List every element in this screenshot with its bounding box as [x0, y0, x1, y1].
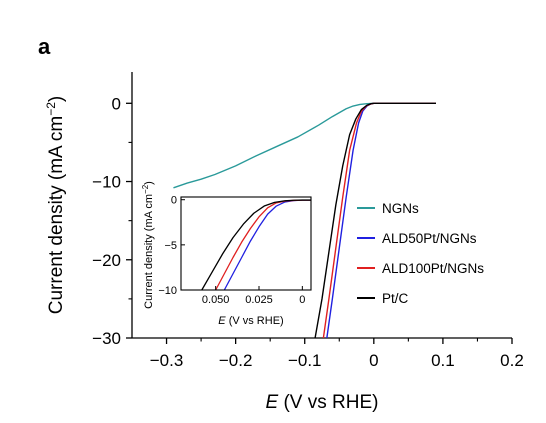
inset-y-axis-title: Current density (mA cm−2): [141, 181, 155, 309]
inset-plot-area: [181, 197, 311, 290]
legend-label-ald50pt-ngns: ALD50Pt/NGNs: [382, 231, 477, 246]
x-tick-label: 0: [369, 351, 378, 370]
inset-ticks: 0.050 0.025 0 0 −5 −10: [158, 195, 305, 306]
legend-label-pt-c: Pt/C: [382, 291, 409, 306]
inset-y-tick-label: −10: [158, 285, 177, 297]
inset-y-tick-label: −5: [164, 240, 177, 252]
inset-frame: [180, 196, 312, 291]
y-tick-label: 0: [112, 94, 121, 113]
inset-y-tick-label: 0: [171, 195, 177, 207]
inset-axes: [180, 196, 312, 291]
y-axis-title: Current density (mA cm−2): [44, 96, 67, 315]
x-tick-label: −0.1: [288, 351, 322, 370]
inset-x-axis-title: E (V vs RHE): [218, 315, 283, 327]
inset-x-tick-label: 0.025: [245, 294, 273, 306]
panel-label: a: [38, 34, 51, 59]
x-tick-label: −0.2: [219, 351, 253, 370]
y-tick-label: −10: [92, 173, 121, 192]
y-tick-label: −30: [92, 329, 121, 348]
series-line-ald100pt-ngns: [322, 102, 436, 339]
y-tick-label: −20: [92, 251, 121, 270]
inset-series-line-pt-c: [201, 199, 311, 291]
inset-x-tick-label: 0.050: [202, 294, 230, 306]
x-tick-label: 0.2: [500, 351, 524, 370]
inset-x-tick-label: 0: [299, 294, 305, 306]
x-axis-title: E (V vs RHE): [266, 392, 379, 413]
legend: NGNs ALD50Pt/NGNs ALD100Pt/NGNs Pt/C: [357, 201, 484, 306]
main-ticks: −0.3 −0.2 −0.1 0 0.1 0.2 0 −10 −20 −30: [92, 94, 524, 370]
legend-label-ald100pt-ngns: ALD100Pt/NGNs: [382, 261, 484, 276]
inset-background: [181, 197, 311, 290]
main-axes: [131, 72, 512, 339]
x-tick-label: −0.3: [150, 351, 184, 370]
main-series: [173, 102, 436, 339]
legend-label-ngns: NGNs: [382, 201, 419, 216]
series-line-pt-c: [314, 102, 436, 339]
inset-series: [201, 199, 311, 291]
series-line-ngns: [173, 102, 436, 189]
x-tick-label: 0.1: [431, 351, 455, 370]
